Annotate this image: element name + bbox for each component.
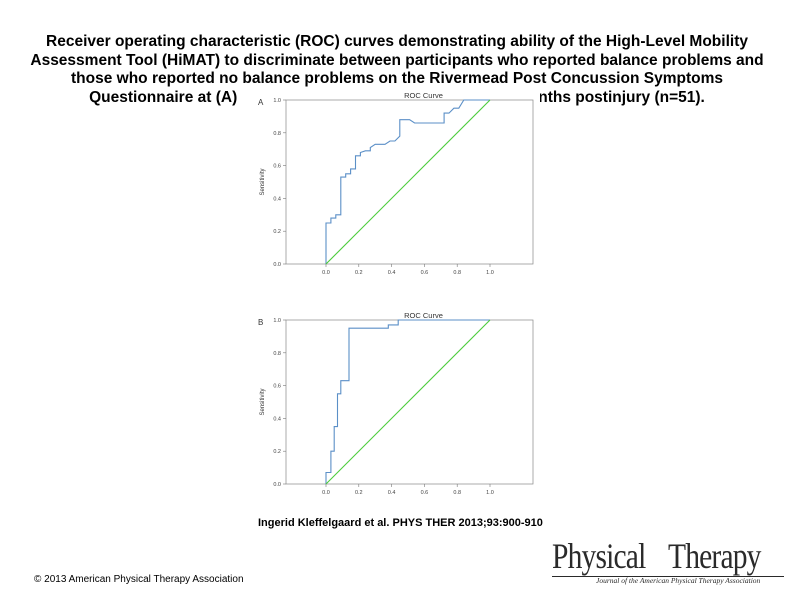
roc-chart-b-svg: B ROC Curve 0.0 0.2 0.4 0.6 0.8 1.0 0.0 0.2 0.4 0.6… <box>258 311 534 496</box>
x-tick-label: 0.6 <box>421 270 429 276</box>
roc-chart-a-svg: A ROC Curve 0.0 0.2 0.4 0.6 0.8 1.0 0.0 0.2 0.4 0.6… <box>258 91 534 276</box>
y-tick-label: 0.2 <box>273 449 281 455</box>
y-tick-label: 0.8 <box>273 131 281 137</box>
roc-chart-a: A ROC Curve 0.0 0.2 0.4 0.6 0.8 1.0 0.0 0.2 0.4 0.6… <box>240 88 540 278</box>
logo-word-physical: Physical <box>552 536 646 576</box>
y-tick-label: 0.8 <box>273 351 281 357</box>
logo-subtitle: Journal of the American Physical Therapy… <box>596 576 761 585</box>
x-tick-label: 0.8 <box>453 270 461 276</box>
x-tick-label: 0.4 <box>388 490 396 496</box>
y-tick-label: 0.6 <box>273 164 281 170</box>
y-tick-label: 0.0 <box>273 262 281 268</box>
plot-frame <box>285 99 534 265</box>
reference-line <box>325 319 491 485</box>
y-tick-label: 0.4 <box>273 196 281 202</box>
roc-curve-line <box>325 99 490 264</box>
x-tick-label: 0.8 <box>453 490 461 496</box>
citation: Ingerid Kleffelgaard et al. PHYS THER 20… <box>258 517 543 529</box>
x-tick-label: 0.2 <box>355 270 363 276</box>
y-tick-label: 0.6 <box>273 384 281 390</box>
x-tick-label: 0.0 <box>322 270 330 276</box>
y-tick-label: 0.2 <box>273 229 281 235</box>
y-tick-label: 1.0 <box>273 318 281 324</box>
x-tick-label: 1.0 <box>486 490 494 496</box>
roc-curve-line <box>325 319 490 484</box>
plot-frame <box>285 319 534 485</box>
copyright-notice: © 2013 American Physical Therapy Associa… <box>34 574 244 585</box>
x-tick-label: 1.0 <box>486 270 494 276</box>
x-tick-label: 0.6 <box>421 490 429 496</box>
y-axis-label: Sensitivity <box>260 168 266 195</box>
roc-chart-b: B ROC Curve 0.0 0.2 0.4 0.6 0.8 1.0 0.0 0.2 0.4 0.6… <box>240 308 540 498</box>
y-tick-label: 1.0 <box>273 98 281 104</box>
x-tick-label: 0.2 <box>355 490 363 496</box>
panel-label-b: B <box>258 318 263 327</box>
reference-line <box>325 99 491 265</box>
x-tick-label: 0.4 <box>388 270 396 276</box>
y-tick-label: 0.0 <box>273 482 281 488</box>
y-axis-label: Sensitivity <box>260 388 266 415</box>
logo-word-therapy: Therapy <box>668 536 761 576</box>
y-tick-label: 0.4 <box>273 416 281 422</box>
journal-logo: Physical Therapy Journal of the American… <box>552 536 784 588</box>
panel-label-a: A <box>258 98 264 107</box>
x-tick-label: 0.0 <box>322 490 330 496</box>
logo-rule <box>552 576 784 577</box>
chart-title: ROC Curve <box>404 311 443 320</box>
chart-title: ROC Curve <box>404 91 443 100</box>
